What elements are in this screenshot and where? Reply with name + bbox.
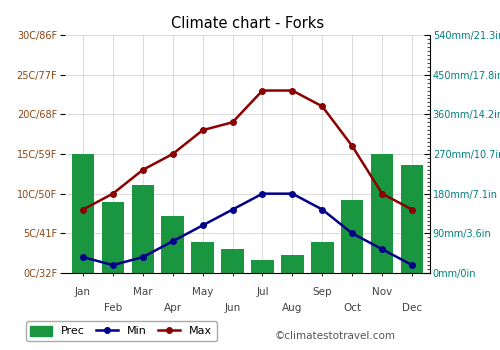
Text: Jun: Jun bbox=[224, 303, 240, 313]
Bar bbox=[311, 242, 334, 273]
Text: Apr: Apr bbox=[164, 303, 182, 313]
Text: Dec: Dec bbox=[402, 303, 422, 313]
Text: Jul: Jul bbox=[256, 287, 269, 297]
Text: Nov: Nov bbox=[372, 287, 392, 297]
Bar bbox=[401, 165, 423, 273]
Bar bbox=[162, 216, 184, 273]
Bar bbox=[222, 249, 244, 273]
Title: Climate chart - Forks: Climate chart - Forks bbox=[171, 16, 324, 31]
Legend: Prec, Min, Max: Prec, Min, Max bbox=[26, 321, 217, 341]
Bar bbox=[102, 203, 124, 273]
Bar bbox=[371, 154, 394, 273]
Text: ©climatestotravel.com: ©climatestotravel.com bbox=[275, 331, 396, 341]
Text: Mar: Mar bbox=[133, 287, 152, 297]
Bar bbox=[132, 185, 154, 273]
Text: Sep: Sep bbox=[312, 287, 332, 297]
Bar bbox=[341, 200, 363, 273]
Text: Oct: Oct bbox=[343, 303, 361, 313]
Text: Jan: Jan bbox=[75, 287, 91, 297]
Text: Aug: Aug bbox=[282, 303, 302, 313]
Text: Feb: Feb bbox=[104, 303, 122, 313]
Text: May: May bbox=[192, 287, 214, 297]
Bar bbox=[281, 256, 303, 273]
Bar bbox=[192, 242, 214, 273]
Bar bbox=[72, 154, 94, 273]
Bar bbox=[251, 260, 274, 273]
